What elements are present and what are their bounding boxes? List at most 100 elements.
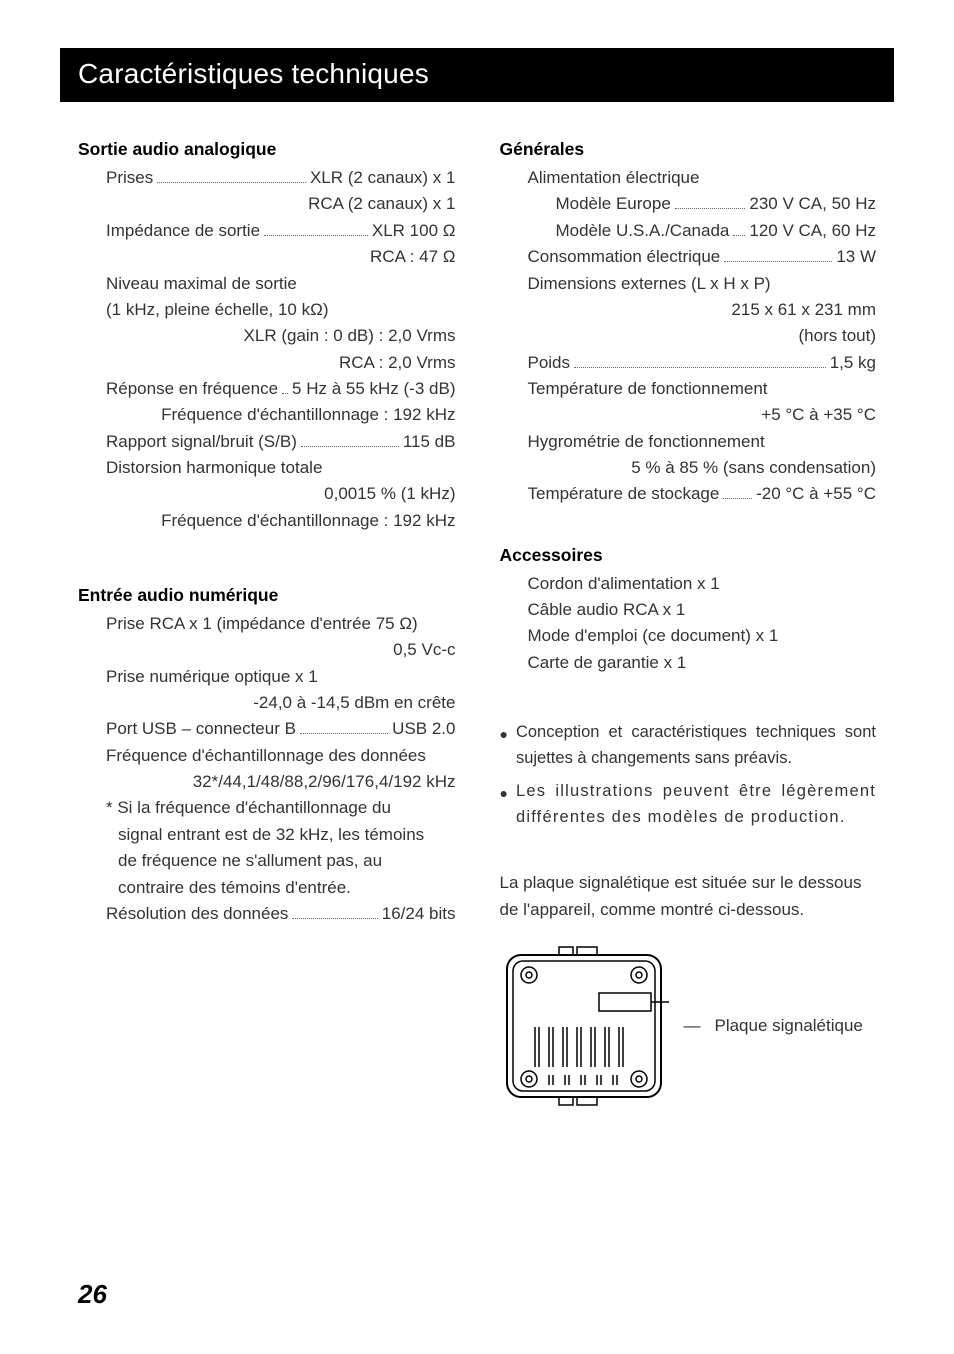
spec-value: 0,5 Vc-c — [106, 637, 455, 663]
spec-label: Modèle Europe — [555, 191, 670, 217]
plaque-text: La plaque signalétique est située sur le… — [499, 870, 876, 923]
spec-value: 5 % à 85 % (sans condensation) — [527, 455, 876, 481]
spec-value: XLR (gain : 0 dB) : 2,0 Vrms — [106, 323, 455, 349]
spec-label: Prise RCA x 1 (impédance d'entrée 75 Ω) — [106, 611, 455, 637]
spec-value: 32*/44,1/48/88,2/96/176,4/192 kHz — [106, 769, 455, 795]
section-analog-output: Sortie audio analogique Prises XLR (2 ca… — [78, 136, 455, 534]
spec-note: signal entrant est de 32 kHz, les témoin… — [106, 822, 455, 848]
section-general: Générales Alimentation électrique Modèle… — [499, 136, 876, 508]
heading-analog-output: Sortie audio analogique — [78, 136, 455, 163]
spec-value: 120 V CA, 60 Hz — [749, 218, 876, 244]
spec-sub: (1 kHz, pleine échelle, 10 kΩ) — [106, 297, 455, 323]
spec-value: 215 x 61 x 231 mm — [527, 297, 876, 323]
left-column: Sortie audio analogique Prises XLR (2 ca… — [78, 136, 455, 1111]
spec-label: Alimentation électrique — [527, 165, 876, 191]
spec-value: 1,5 kg — [830, 350, 876, 376]
spec-value: -24,0 à -14,5 dBm en crête — [106, 690, 455, 716]
spec-value: RCA : 47 Ω — [106, 244, 455, 270]
spec-label: Hygrométrie de fonctionnement — [527, 429, 876, 455]
spec-value: 0,0015 % (1 kHz) — [106, 481, 455, 507]
spec-value: 115 dB — [403, 429, 456, 455]
leader-dots — [724, 261, 832, 262]
leader-dots — [264, 235, 368, 236]
spec-sub: (hors tout) — [527, 323, 876, 349]
spec-value: RCA : 2,0 Vrms — [106, 350, 455, 376]
spec-value: XLR (2 canaux) x 1 — [310, 165, 456, 191]
spec-note: de fréquence ne s'allument pas, au — [106, 848, 455, 874]
spec-row: Impédance de sortie XLR 100 Ω — [106, 218, 455, 244]
accessory-item: Câble audio RCA x 1 — [527, 597, 876, 623]
spec-label: Réponse en fréquence — [106, 376, 278, 402]
plaque-figure: — Plaque signalétique — [499, 941, 876, 1111]
bullet-item: ● Les illustrations peuvent être légèrem… — [499, 779, 876, 830]
accessory-item: Mode d'emploi (ce document) x 1 — [527, 623, 876, 649]
spec-label: Consommation électrique — [527, 244, 720, 270]
leader-dots — [301, 446, 399, 447]
heading-general: Générales — [499, 136, 876, 163]
section-digital-input: Entrée audio numérique Prise RCA x 1 (im… — [78, 582, 455, 927]
spec-row: Réponse en fréquence 5 Hz à 55 kHz (-3 d… — [106, 376, 455, 402]
bullet-text: Les illustrations peuvent être légèremen… — [516, 779, 876, 830]
spec-row: Modèle Europe 230 V CA, 50 Hz — [555, 191, 876, 217]
spec-label: Rapport signal/bruit (S/B) — [106, 429, 297, 455]
spec-note: * Si la fréquence d'échantillonnage du — [106, 795, 455, 821]
bullet-icon: ● — [499, 720, 507, 771]
accessory-item: Carte de garantie x 1 — [527, 650, 876, 676]
spec-label: Résolution des données — [106, 901, 288, 927]
spec-value: 5 Hz à 55 kHz (-3 dB) — [292, 376, 455, 402]
leader-dots — [675, 208, 746, 209]
spec-label: Prises — [106, 165, 153, 191]
notes-list: ● Conception et caractéristiques techniq… — [499, 720, 876, 830]
leader-dots — [723, 498, 752, 499]
spec-row: Rapport signal/bruit (S/B) 115 dB — [106, 429, 455, 455]
spec-label: Température de fonctionnement — [527, 376, 876, 402]
spec-row: Consommation électrique 13 W — [527, 244, 876, 270]
spec-row: Port USB – connecteur B USB 2.0 — [106, 716, 455, 742]
leader-dots — [300, 733, 388, 734]
leader-dots — [282, 393, 288, 394]
spec-value: 13 W — [836, 244, 876, 270]
plaque-label: Plaque signalétique — [714, 1013, 862, 1039]
spec-row: Température de stockage -20 °C à +55 °C — [527, 481, 876, 507]
accessory-item: Cordon d'alimentation x 1 — [527, 571, 876, 597]
spec-sub: Fréquence d'échantillonnage : 192 kHz — [106, 402, 455, 428]
spec-label: Température de stockage — [527, 481, 719, 507]
bullet-item: ● Conception et caractéristiques techniq… — [499, 720, 876, 771]
spec-value: USB 2.0 — [392, 716, 455, 742]
page-title-bar: Caractéristiques techniques — [60, 48, 894, 102]
spec-label: Fréquence d'échantillonnage des données — [106, 743, 455, 769]
page-number: 26 — [78, 1279, 107, 1310]
spec-value: 230 V CA, 50 Hz — [749, 191, 876, 217]
right-column: Générales Alimentation électrique Modèle… — [499, 136, 876, 1111]
page: Caractéristiques techniques Sortie audio… — [0, 0, 954, 1354]
section-accessories: Accessoires Cordon d'alimentation x 1 Câ… — [499, 542, 876, 677]
spec-label: Port USB – connecteur B — [106, 716, 296, 742]
spec-label: Niveau maximal de sortie — [106, 271, 455, 297]
spec-row: Modèle U.S.A./Canada 120 V CA, 60 Hz — [555, 218, 876, 244]
spec-row: Poids 1,5 kg — [527, 350, 876, 376]
heading-accessories: Accessoires — [499, 542, 876, 569]
spec-value: -20 °C à +55 °C — [756, 481, 876, 507]
leader-dots — [157, 182, 306, 183]
spec-label: Modèle U.S.A./Canada — [555, 218, 729, 244]
heading-digital-input: Entrée audio numérique — [78, 582, 455, 609]
spec-label: Poids — [527, 350, 570, 376]
spec-row: Résolution des données 16/24 bits — [106, 901, 455, 927]
spec-note: contraire des témoins d'entrée. — [106, 875, 455, 901]
spec-value: RCA (2 canaux) x 1 — [106, 191, 455, 217]
bullet-icon: ● — [499, 779, 507, 830]
page-title: Caractéristiques techniques — [78, 58, 429, 89]
device-bottom-icon — [499, 941, 669, 1111]
spec-row: Prises XLR (2 canaux) x 1 — [106, 165, 455, 191]
bullet-text: Conception et caractéristiques technique… — [516, 720, 876, 771]
spec-value: XLR 100 Ω — [372, 218, 456, 244]
leader-dots — [574, 367, 826, 368]
spec-label: Distorsion harmonique totale — [106, 455, 455, 481]
leader-dots — [733, 235, 745, 236]
spec-label: Impédance de sortie — [106, 218, 260, 244]
spec-sub: Fréquence d'échantillonnage : 192 kHz — [106, 508, 455, 534]
spec-value: 16/24 bits — [382, 901, 456, 927]
spec-label: Dimensions externes (L x H x P) — [527, 271, 876, 297]
spec-value: +5 °C à +35 °C — [527, 402, 876, 428]
content-columns: Sortie audio analogique Prises XLR (2 ca… — [78, 136, 876, 1111]
